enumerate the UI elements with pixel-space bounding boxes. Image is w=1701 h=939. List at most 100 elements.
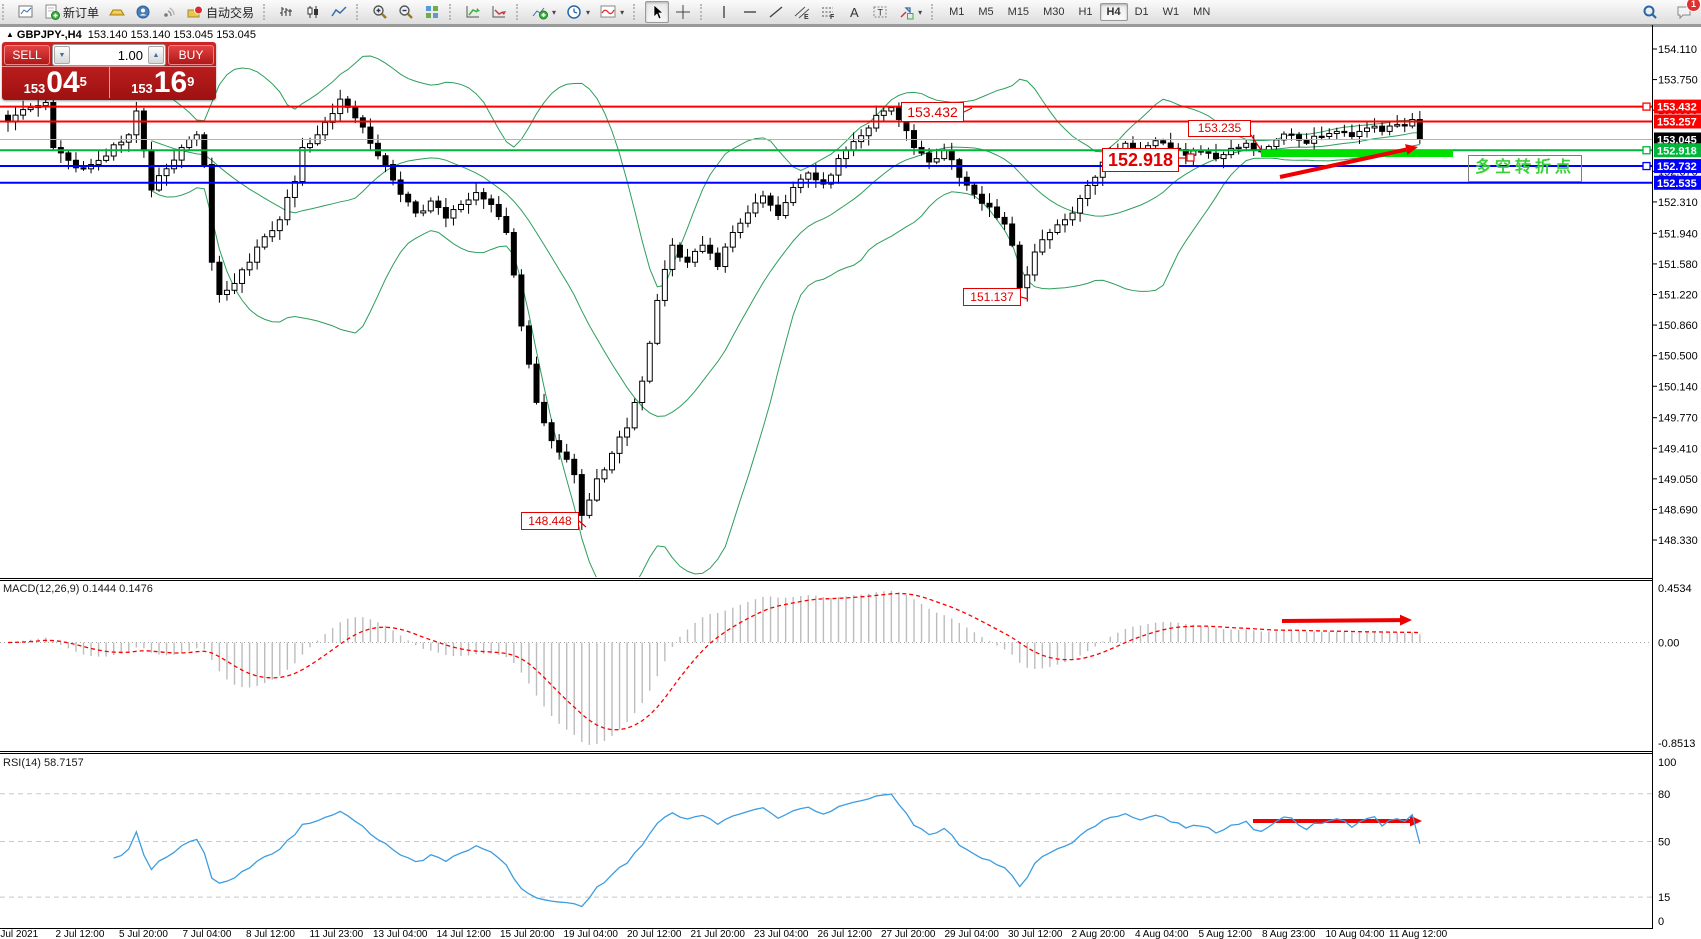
svg-text:10 Aug 04:00: 10 Aug 04:00 — [1326, 929, 1385, 939]
svg-text:152.732: 152.732 — [1657, 161, 1697, 173]
macd-indicator — [0, 590, 1652, 745]
trendline-tool[interactable] — [764, 1, 788, 23]
svg-text:151.940: 151.940 — [1658, 228, 1698, 240]
chart-annotations[interactable] — [1253, 144, 1453, 827]
svg-text:149.770: 149.770 — [1658, 413, 1698, 425]
toolbar-group-handle[interactable] — [516, 4, 523, 20]
turning-point-annotation[interactable]: 多空转折点 — [1468, 155, 1582, 182]
toolbar-group-handle[interactable] — [931, 4, 938, 20]
templates-button-caret-icon[interactable]: ▾ — [620, 7, 625, 17]
signal-icon-icon — [164, 7, 175, 17]
svg-text:E: E — [804, 14, 809, 20]
svg-text:150.500: 150.500 — [1658, 351, 1698, 363]
arrows-tool-caret-icon[interactable]: ▾ — [918, 7, 923, 17]
volume-decrease-button[interactable]: ▼ — [54, 46, 70, 64]
label-tool[interactable]: T — [868, 1, 892, 23]
bar-chart-icon[interactable] — [275, 1, 299, 23]
text-tool[interactable]: A — [842, 1, 866, 23]
signal-icon[interactable] — [157, 1, 181, 23]
price-callout-153235[interactable]: 153.235 — [1188, 120, 1251, 137]
collapse-triangle-icon[interactable]: ▲ — [6, 30, 14, 39]
zoom-in-icon[interactable] — [368, 1, 392, 23]
svg-text:11 Jul 23:00: 11 Jul 23:00 — [310, 929, 364, 939]
toolbar-group-handle[interactable] — [633, 4, 640, 20]
zoom-out-icon[interactable] — [394, 1, 418, 23]
tile-windows-icon[interactable] — [420, 1, 444, 23]
auto-scroll-icon[interactable] — [461, 1, 485, 23]
svg-text:154.110: 154.110 — [1658, 44, 1697, 56]
timeframe-m1-button[interactable]: M1 — [949, 6, 965, 18]
callout-connectors — [578, 107, 1262, 528]
sell-price-display[interactable]: 153 04 5 — [2, 66, 110, 98]
timeframe-m15-button[interactable]: M15 — [1007, 6, 1030, 18]
horizontal-level-lines[interactable] — [0, 102, 1652, 184]
svg-text:20 Jul 12:00: 20 Jul 12:00 — [627, 929, 682, 939]
chart-window-icon[interactable] — [14, 1, 38, 23]
chart-shift-icon[interactable] — [487, 1, 511, 23]
svg-text:13 Jul 04:00: 13 Jul 04:00 — [373, 929, 428, 939]
periods-button-caret-icon[interactable]: ▾ — [586, 7, 591, 17]
new-order-icon — [45, 4, 60, 20]
vertical-line-tool[interactable] — [712, 1, 736, 23]
toolbar-group-handle[interactable] — [700, 4, 707, 20]
timeframe-m30-button[interactable]: M30 — [1043, 6, 1065, 18]
cursor-icon — [653, 4, 664, 20]
crosshair-tool[interactable] — [671, 1, 695, 23]
svg-text:150.860: 150.860 — [1658, 320, 1698, 332]
svg-text:152.918: 152.918 — [1657, 145, 1697, 157]
label-icon: T — [873, 6, 887, 18]
horizontal-line-tool[interactable] — [738, 1, 762, 23]
price-callout-151137[interactable]: 151.137 — [963, 288, 1021, 306]
pane-borders — [0, 24, 1701, 929]
volume-input[interactable] — [71, 46, 147, 64]
line-chart-icon[interactable] — [327, 1, 351, 23]
svg-text:14 Jul 12:00: 14 Jul 12:00 — [437, 929, 492, 939]
new-order-button[interactable]: 新订单 — [40, 1, 103, 23]
buy-price-display[interactable]: 153 16 9 — [109, 66, 216, 98]
price-callout-148448[interactable]: 148.448 — [521, 512, 579, 530]
fibonacci-tool[interactable]: F — [816, 1, 840, 23]
chat-icon[interactable]: 1 — [1672, 0, 1701, 23]
timeframe-mn-button[interactable]: MN — [1193, 6, 1211, 18]
support-icon[interactable] — [131, 1, 155, 23]
toolbar-group-handle[interactable] — [449, 4, 456, 20]
gold-icon[interactable] — [105, 1, 129, 23]
autotrading-button[interactable]: 自动交易 — [183, 1, 258, 23]
arrows-tool[interactable]: ▾ — [894, 1, 926, 23]
volume-increase-button[interactable]: ▲ — [148, 46, 164, 64]
chat-unread-badge: 1 — [1686, 0, 1701, 12]
cursor-tool[interactable] — [645, 1, 670, 23]
timeframe-h4-button[interactable]: H4 — [1099, 3, 1128, 21]
equidistant-channel-tool[interactable]: E — [790, 1, 814, 23]
candlestick-chart-icon[interactable] — [301, 1, 325, 23]
timeframe-m5-button[interactable]: M5 — [978, 6, 994, 18]
timeframe-h1-button[interactable]: H1 — [1078, 6, 1093, 18]
svg-text:11 Aug 12:00: 11 Aug 12:00 — [1389, 929, 1448, 939]
svg-text:15: 15 — [1658, 892, 1670, 904]
buy-button[interactable]: BUY — [168, 45, 214, 65]
indicators-button[interactable]: ▾ — [528, 1, 560, 23]
price-callout-152918[interactable]: 152.918 — [1102, 148, 1179, 172]
rsi-indicator — [0, 793, 1652, 908]
svg-text:-0.8513: -0.8513 — [1658, 738, 1695, 750]
toolbar-group-handle[interactable] — [2, 4, 9, 20]
toolbar-group-handle[interactable] — [356, 4, 363, 20]
horizontal-line-icon — [744, 11, 757, 13]
sell-button[interactable]: SELL — [4, 45, 50, 65]
chart-shift-icon-icon — [492, 6, 507, 18]
periods-button[interactable]: ▾ — [562, 1, 594, 23]
toolbar: 新订单 自动交易 ▾ ▾ ▾ E F A T ▾ M1 M5 M15 M30 H1 H4 D1 W1 MN 1 — [0, 0, 1701, 25]
svg-text:23 Jul 04:00: 23 Jul 04:00 — [754, 929, 809, 939]
vertical-line-icon — [723, 6, 725, 18]
templates-button[interactable]: ▾ — [596, 1, 628, 23]
price-callout-153432[interactable]: 153.432 — [901, 102, 964, 122]
search-icon[interactable] — [1638, 1, 1662, 23]
timeframe-w1-button[interactable]: W1 — [1162, 6, 1180, 18]
svg-text:8 Jul 12:00: 8 Jul 12:00 — [246, 929, 295, 939]
indicators-button-caret-icon[interactable]: ▾ — [552, 7, 557, 17]
svg-text:100: 100 — [1658, 757, 1676, 769]
timeframe-d1-button[interactable]: D1 — [1134, 6, 1149, 18]
toolbar-group-handle[interactable] — [263, 4, 270, 20]
